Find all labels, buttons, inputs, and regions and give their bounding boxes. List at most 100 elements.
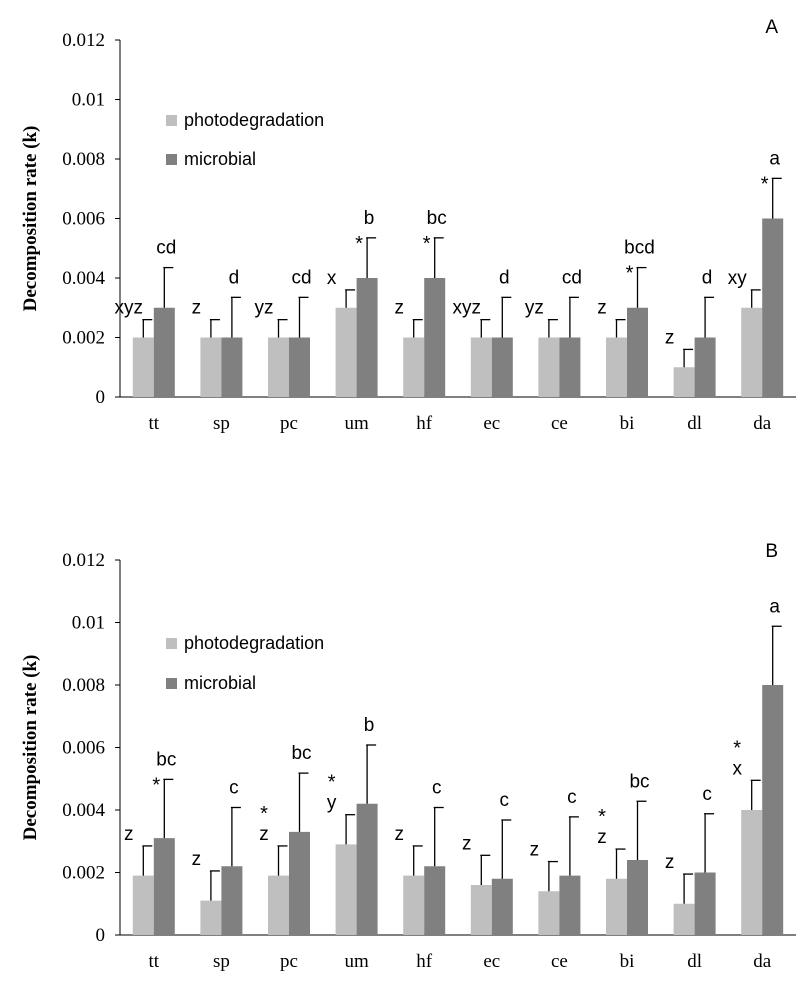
bar-microbial-um — [356, 278, 378, 397]
significance-star: * — [423, 233, 431, 255]
bar-photodegradation-dl — [673, 367, 695, 397]
bar-photodegradation-da — [741, 307, 763, 397]
legend-swatch-photodegradation — [166, 638, 177, 649]
category-label: hf — [416, 413, 433, 434]
bar-microbial-tt — [153, 307, 175, 397]
bar-photodegradation-ec — [470, 885, 492, 935]
bar-photodegradation-sp — [200, 337, 222, 397]
significance-letter: d — [702, 267, 713, 288]
significance-star: * — [260, 803, 268, 825]
category-label: sp — [213, 413, 230, 434]
significance-letter: bc — [156, 749, 176, 770]
legend-label: microbial — [184, 149, 256, 169]
significance-letter: x — [732, 758, 742, 779]
significance-letter: z — [462, 833, 472, 854]
bar-microbial-bi — [627, 860, 648, 935]
bar-microbial-ce — [559, 875, 581, 935]
category-label: ec — [483, 951, 500, 972]
y-axis-label: Decomposition rate (k) — [20, 655, 41, 841]
y-tick-label: 0.006 — [62, 738, 105, 759]
bar-photodegradation-hf — [403, 337, 425, 397]
panel-B: 0 0.002 0.004 0.006 0.008 0.01 0.012 Decomposit… — [20, 541, 796, 972]
category-label: tt — [149, 951, 160, 972]
legend-swatch-microbial — [166, 678, 177, 689]
bar-photodegradation-pc — [268, 875, 289, 935]
significance-letter: yz — [525, 298, 544, 319]
bar-photodegradation-um — [335, 844, 357, 935]
bar-microbial-ce — [559, 337, 581, 397]
panel-letter: B — [765, 541, 778, 562]
significance-letter: c — [500, 790, 510, 811]
category-label: dl — [687, 413, 702, 434]
bar-photodegradation-sp — [200, 900, 222, 935]
category-label: da — [753, 413, 772, 434]
bar-photodegradation-um — [335, 307, 357, 397]
bar-photodegradation-hf — [403, 875, 425, 935]
significance-star: * — [733, 737, 741, 759]
y-tick-label: 0.006 — [62, 209, 105, 230]
bar-photodegradation-ce — [538, 337, 560, 397]
significance-letter: z — [394, 824, 404, 845]
y-tick-label: 0.012 — [62, 550, 105, 571]
bar-photodegradation-da — [741, 810, 763, 935]
bar-microbial-dl — [694, 337, 716, 397]
y-tick-label: 0.004 — [62, 800, 105, 821]
bar-photodegradation-bi — [606, 337, 627, 397]
bar-microbial-da — [762, 218, 784, 397]
category-label: bi — [620, 951, 635, 972]
bar-microbial-hf — [424, 278, 446, 397]
bar-photodegradation-ce — [538, 891, 560, 935]
significance-letter: c — [567, 787, 577, 808]
y-tick-label: 0 — [96, 387, 106, 408]
significance-letter: xy — [728, 268, 748, 289]
category-label: pc — [280, 413, 298, 434]
category-label: ce — [551, 413, 568, 434]
bar-microbial-dl — [694, 872, 716, 935]
significance-letter: z — [259, 824, 269, 845]
significance-letter: a — [769, 148, 780, 169]
bar-microbial-um — [356, 803, 378, 935]
y-axis-label: Decomposition rate (k) — [20, 126, 41, 312]
bar-photodegradation-tt — [132, 337, 154, 397]
significance-star: * — [355, 233, 363, 255]
legend-label: microbial — [184, 673, 256, 693]
significance-letter: z — [597, 298, 607, 319]
significance-letter: cd — [291, 267, 311, 288]
bar-microbial-tt — [153, 838, 175, 935]
significance-star: * — [598, 806, 606, 828]
bar-microbial-ec — [491, 878, 513, 935]
y-tick-label: 0.008 — [62, 675, 105, 696]
category-label: ec — [483, 413, 500, 434]
bar-microbial-sp — [221, 866, 243, 935]
category-label: um — [344, 413, 369, 434]
significance-star: * — [761, 173, 769, 195]
category-label: da — [753, 951, 772, 972]
category-label: sp — [213, 951, 230, 972]
y-tick-label: 0.012 — [62, 30, 105, 51]
significance-letter: c — [432, 778, 442, 799]
y-tick-label: 0 — [96, 925, 106, 946]
significance-letter: bcd — [624, 238, 655, 259]
y-tick-label: 0.01 — [72, 90, 105, 111]
significance-letter: bc — [291, 743, 311, 764]
bar-microbial-ec — [491, 337, 513, 397]
y-tick-label: 0.01 — [72, 613, 105, 634]
bar-microbial-hf — [424, 866, 446, 935]
significance-letter: cd — [156, 238, 176, 259]
significance-letter: c — [229, 778, 239, 799]
category-label: um — [344, 951, 369, 972]
significance-letter: bc — [427, 208, 447, 229]
significance-letter: z — [192, 849, 202, 870]
legend-label: photodegradation — [184, 110, 324, 130]
bar-photodegradation-dl — [673, 903, 695, 935]
category-label: dl — [687, 951, 702, 972]
y-tick-label: 0.002 — [62, 863, 105, 884]
category-label: pc — [280, 951, 298, 972]
legend-swatch-photodegradation — [166, 115, 177, 126]
bar-microbial-bi — [627, 307, 648, 397]
y-tick-label: 0.004 — [62, 268, 105, 289]
significance-star: * — [328, 772, 336, 794]
significance-letter: xyz — [453, 298, 482, 319]
bar-photodegradation-bi — [606, 878, 627, 935]
